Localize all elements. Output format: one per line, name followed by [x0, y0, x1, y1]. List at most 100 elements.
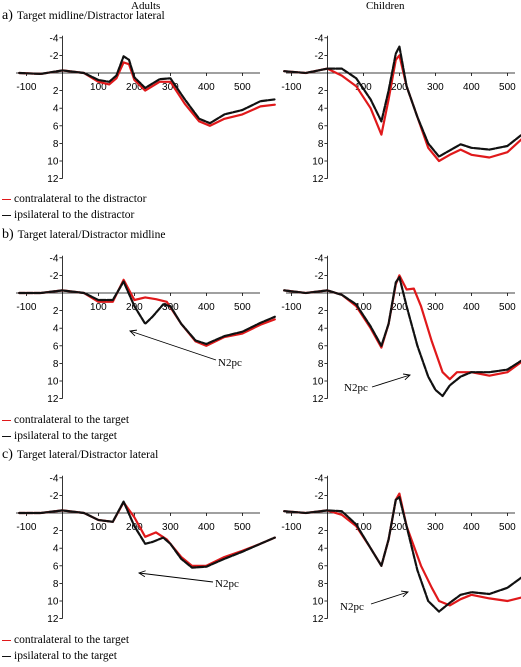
annotation-arrowhead — [403, 373, 411, 381]
legend-item-red: contralateral to the target — [2, 632, 129, 648]
panel-c-letter: c) — [2, 447, 13, 462]
y-tick-label: 6 — [53, 121, 59, 132]
plot-b-children: -4 -2 2 4 6 8 10 12 -100 100 200 300 400 500 N2pc — [281, 253, 521, 405]
panel-b-title-text: Target lateral/Distractor midline — [17, 229, 166, 241]
x-tick-label: 500 — [234, 522, 251, 533]
y-tick-label: 10 — [312, 157, 324, 168]
x-tick-label: 500 — [234, 82, 251, 93]
panel-c-title-text: Target lateral/Distractor lateral — [16, 449, 159, 461]
y-tick-label: 12 — [47, 174, 59, 185]
y-tick-label: 10 — [47, 377, 59, 388]
y-tick-label: 10 — [312, 377, 324, 388]
y-tick-label: 4 — [53, 104, 59, 115]
column-heading-children: Children — [366, 0, 405, 12]
legend-label: ipsilateral to the target — [14, 650, 117, 662]
series-line-black — [283, 276, 521, 398]
y-tick-label: 6 — [318, 341, 324, 352]
panel-b-title: b) Target lateral/Distractor midline — [2, 227, 165, 243]
plot-c-children: -4 -2 2 4 6 8 10 12 -100 100 200 300 400 500 N2pc — [281, 473, 521, 625]
y-tick-label: 8 — [53, 579, 59, 590]
y-tick-label: -2 — [314, 271, 323, 282]
y-tick-label: 6 — [318, 561, 324, 572]
y-tick-label: -2 — [49, 51, 58, 62]
y-tick-label: 8 — [53, 139, 59, 150]
panel-c-legend: contralateral to the target ipsilateral … — [2, 632, 129, 664]
legend-label: contralateral to the target — [14, 414, 130, 426]
series-line-black — [283, 45, 521, 158]
legend-item-black: ipsilateral to the target — [2, 428, 129, 444]
y-tick-label: 8 — [318, 579, 324, 590]
x-tick-label: 100 — [355, 302, 372, 313]
panel-a-legend: contralateral to the distractor ipsilate… — [2, 191, 147, 223]
x-tick-label: 200 — [391, 522, 408, 533]
x-tick-label: 300 — [427, 302, 444, 313]
panel-a-title: a) Target midline/Distractor lateral — [2, 8, 165, 24]
x-tick-label: 400 — [198, 522, 215, 533]
y-tick-label: -4 — [314, 33, 323, 44]
panel-b-letter: b) — [2, 227, 14, 242]
y-tick-label: 10 — [47, 157, 59, 168]
panel-c-title: c) Target lateral/Distractor lateral — [2, 447, 158, 463]
legend-swatch-red — [2, 419, 11, 421]
x-tick-label: 500 — [499, 302, 516, 313]
y-tick-label: 10 — [47, 597, 59, 608]
x-tick-label: 300 — [427, 522, 444, 533]
x-tick-label: 200 — [126, 82, 143, 93]
y-tick-label: 10 — [312, 597, 324, 608]
x-tick-label: 100 — [90, 82, 107, 93]
y-tick-label: 4 — [318, 544, 324, 555]
y-tick-label: 4 — [53, 544, 59, 555]
x-tick-label: 300 — [162, 82, 179, 93]
y-tick-label: -2 — [49, 491, 58, 502]
x-tick-label: 400 — [463, 302, 480, 313]
annotation-arrow-line — [370, 591, 409, 605]
y-tick-label: -4 — [314, 253, 323, 264]
y-tick-label: 4 — [318, 104, 324, 115]
x-tick-label: 400 — [463, 82, 480, 93]
n2pc-label: N2pc — [340, 601, 364, 613]
y-tick-label: 2 — [53, 86, 59, 97]
y-tick-label: 2 — [53, 526, 59, 537]
annotation-arrow-line — [138, 572, 214, 583]
x-tick-label: -100 — [281, 82, 301, 93]
y-tick-label: -4 — [314, 473, 323, 484]
y-tick-label: 12 — [47, 614, 59, 625]
n2pc-label: N2pc — [215, 578, 239, 590]
annotation-arrowhead — [129, 329, 138, 337]
x-tick-label: 300 — [162, 522, 179, 533]
legend-label: ipsilateral to the target — [14, 430, 117, 442]
series-line-black — [18, 280, 276, 346]
series-line-black — [18, 500, 276, 569]
series-line-black — [283, 496, 521, 613]
panel-a-title-text: Target midline/Distractor lateral — [16, 10, 165, 22]
legend-label: contralateral to the distractor — [14, 193, 147, 205]
y-tick-label: 12 — [312, 614, 324, 625]
x-tick-label: 100 — [355, 522, 372, 533]
x-tick-label: 200 — [391, 82, 408, 93]
plot-a-adults: -4 -2 2 4 6 8 10 12 -100 100 200 300 400 500 — [16, 33, 276, 185]
y-tick-label: 4 — [318, 324, 324, 335]
legend-item-red: contralateral to the target — [2, 412, 129, 428]
n2pc-label: N2pc — [218, 357, 242, 369]
y-tick-label: 6 — [53, 561, 59, 572]
y-tick-label: 12 — [312, 394, 324, 405]
y-tick-label: -2 — [314, 51, 323, 62]
y-tick-label: -4 — [49, 473, 58, 484]
y-tick-label: 4 — [53, 324, 59, 335]
panel-b-legend: contralateral to the target ipsilateral … — [2, 412, 129, 444]
n2pc-label: N2pc — [344, 382, 368, 394]
legend-label: contralateral to the target — [14, 634, 130, 646]
y-tick-label: 2 — [318, 306, 324, 317]
y-tick-label: 8 — [53, 359, 59, 370]
y-tick-label: -4 — [49, 33, 58, 44]
legend-item-black: ipsilateral to the target — [2, 648, 129, 664]
x-tick-label: 300 — [427, 82, 444, 93]
y-tick-label: 2 — [53, 306, 59, 317]
legend-swatch-black — [2, 214, 11, 216]
series-line-black — [18, 55, 276, 125]
y-tick-label: 6 — [53, 341, 59, 352]
y-tick-label: 6 — [318, 121, 324, 132]
